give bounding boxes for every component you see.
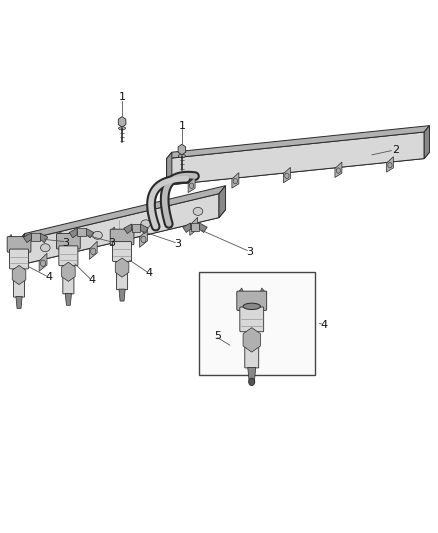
Ellipse shape [193, 207, 203, 215]
FancyBboxPatch shape [113, 241, 131, 262]
Polygon shape [12, 265, 26, 285]
Ellipse shape [119, 127, 126, 130]
Text: 1: 1 [119, 92, 126, 102]
Polygon shape [386, 157, 393, 172]
Polygon shape [110, 227, 116, 232]
Polygon shape [31, 233, 40, 241]
Ellipse shape [141, 220, 151, 228]
Polygon shape [115, 258, 129, 277]
Text: 4: 4 [320, 320, 327, 330]
Polygon shape [62, 262, 75, 281]
Polygon shape [25, 235, 31, 239]
FancyBboxPatch shape [57, 233, 80, 249]
Polygon shape [183, 223, 191, 232]
Polygon shape [166, 152, 172, 185]
Polygon shape [119, 289, 125, 301]
FancyBboxPatch shape [245, 340, 259, 368]
Polygon shape [232, 173, 239, 188]
FancyBboxPatch shape [110, 229, 134, 245]
Text: 3: 3 [246, 247, 253, 256]
Ellipse shape [178, 155, 185, 158]
Polygon shape [23, 233, 31, 243]
Polygon shape [190, 217, 198, 236]
Polygon shape [140, 229, 148, 247]
Text: 3: 3 [109, 238, 116, 247]
Text: 4: 4 [89, 275, 96, 285]
Polygon shape [166, 132, 424, 185]
FancyBboxPatch shape [237, 291, 267, 310]
FancyBboxPatch shape [63, 271, 74, 294]
FancyBboxPatch shape [14, 274, 25, 297]
FancyBboxPatch shape [7, 237, 31, 252]
Polygon shape [89, 241, 97, 260]
Circle shape [233, 179, 237, 184]
Circle shape [141, 236, 146, 243]
Polygon shape [259, 288, 267, 294]
Polygon shape [18, 209, 226, 265]
Ellipse shape [243, 303, 261, 310]
Polygon shape [86, 228, 94, 238]
Circle shape [285, 173, 289, 179]
Ellipse shape [93, 231, 102, 239]
FancyBboxPatch shape [117, 267, 127, 289]
Polygon shape [57, 231, 63, 236]
Polygon shape [132, 224, 141, 232]
Ellipse shape [40, 244, 50, 252]
Polygon shape [65, 293, 71, 305]
Polygon shape [18, 233, 25, 265]
Circle shape [249, 378, 255, 385]
Circle shape [336, 168, 341, 173]
Polygon shape [219, 185, 226, 217]
Polygon shape [166, 126, 429, 159]
Polygon shape [16, 296, 22, 309]
Polygon shape [166, 152, 429, 185]
Polygon shape [191, 223, 199, 231]
Polygon shape [335, 162, 342, 177]
Text: 4: 4 [45, 272, 52, 282]
Circle shape [40, 260, 46, 266]
Polygon shape [18, 193, 219, 265]
Polygon shape [199, 223, 207, 232]
FancyBboxPatch shape [199, 272, 315, 375]
Circle shape [91, 248, 96, 255]
Text: 3: 3 [63, 238, 70, 247]
Polygon shape [188, 177, 195, 192]
Text: 4: 4 [145, 268, 153, 278]
Text: 5: 5 [214, 330, 221, 341]
FancyBboxPatch shape [10, 249, 28, 269]
Polygon shape [69, 228, 77, 238]
Text: 2: 2 [392, 144, 399, 155]
Polygon shape [128, 227, 134, 232]
Polygon shape [243, 328, 261, 352]
Text: 1: 1 [178, 120, 185, 131]
Polygon shape [141, 224, 148, 233]
Polygon shape [39, 253, 47, 271]
Circle shape [191, 224, 196, 231]
Polygon shape [74, 231, 80, 236]
Polygon shape [248, 367, 256, 383]
Polygon shape [18, 185, 226, 241]
Circle shape [189, 183, 194, 188]
Polygon shape [40, 233, 48, 243]
Text: 3: 3 [174, 239, 181, 248]
Polygon shape [118, 117, 126, 127]
Polygon shape [77, 228, 86, 236]
Polygon shape [124, 224, 132, 233]
FancyBboxPatch shape [59, 246, 78, 266]
Circle shape [388, 163, 392, 168]
Polygon shape [7, 235, 13, 239]
Polygon shape [237, 288, 244, 294]
Polygon shape [424, 126, 429, 159]
Polygon shape [178, 144, 186, 155]
Polygon shape [283, 167, 290, 183]
FancyBboxPatch shape [240, 307, 264, 332]
